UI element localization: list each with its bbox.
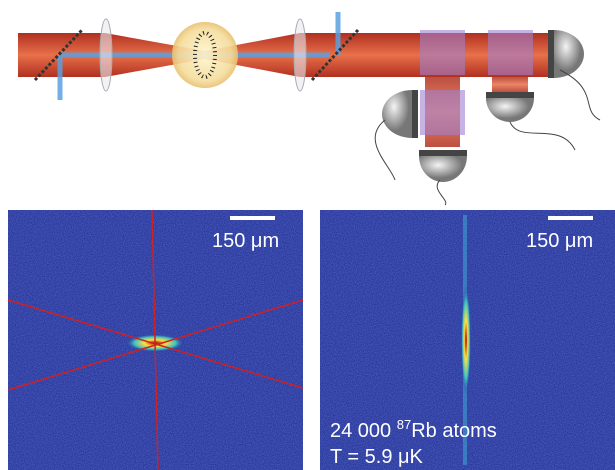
- detector-window: [419, 150, 467, 156]
- lens: [294, 19, 306, 91]
- scale-label: 150 μm: [212, 230, 279, 252]
- image-panel: 150 μm 24 000 87Rb atoms T = 5.9 μK: [320, 210, 615, 470]
- page: {"panels": [ {"scale_bar": "150 μm"}, {"…: [0, 0, 615, 470]
- detector: [382, 90, 412, 138]
- beam-splitter: [420, 90, 465, 135]
- element: Rb atoms: [411, 420, 497, 442]
- detector-window: [412, 90, 418, 138]
- atom-cloud: [172, 22, 238, 88]
- atom-count: 24 000: [330, 420, 397, 442]
- atom-number: 24 000 87Rb atoms: [330, 417, 497, 442]
- image-panel: 150 μm: [8, 210, 303, 470]
- beam-splitter: [420, 30, 465, 75]
- temperature: T = 5.9 μK: [330, 446, 424, 468]
- detector: [486, 98, 534, 122]
- detector-window: [548, 30, 554, 78]
- detector: [554, 30, 584, 78]
- lens: [100, 19, 112, 91]
- detector: [419, 156, 467, 182]
- atom-image: [461, 285, 471, 395]
- laser-beam: [492, 77, 528, 92]
- isotope: 87: [397, 417, 411, 432]
- detector-window: [486, 92, 534, 98]
- body: 150 μm 150 μm 24 000 87Rb atoms T = 5.9 …: [0, 0, 615, 470]
- figure: 150 μm 150 μm 24 000 87Rb atoms T = 5.9 …: [0, 0, 615, 470]
- beam-splitter: [488, 30, 533, 75]
- scale-label: 150 μm: [526, 230, 593, 252]
- setup-diagram: [18, 12, 600, 205]
